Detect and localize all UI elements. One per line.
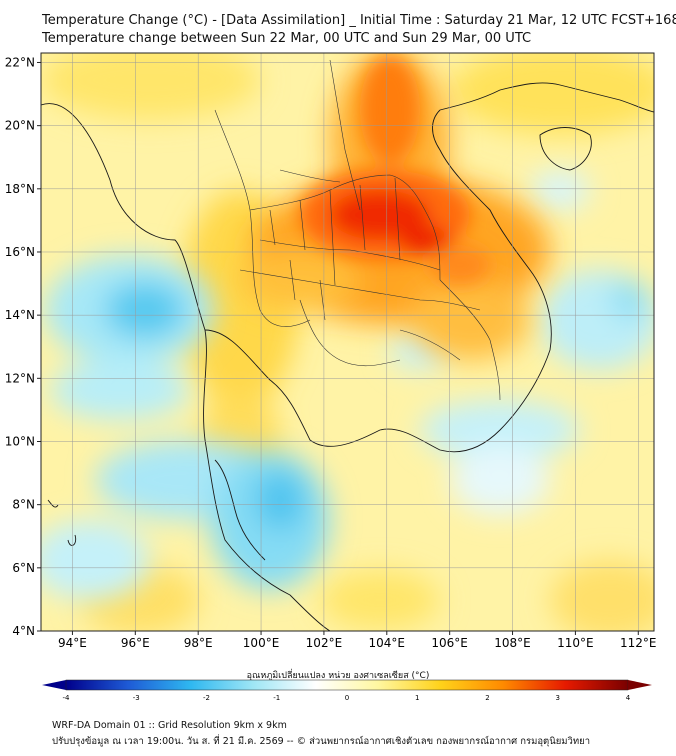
lat-tick-label: 16°N [5,245,35,259]
colorbar-max-arrow [628,680,652,690]
colorbar-tick-label: -2 [203,694,210,702]
map-title: Temperature Change (°C) - [Data Assimila… [42,13,676,28]
colorbar-tick-label: 0 [345,694,349,702]
colorbar-min-arrow [42,680,66,690]
lon-tick-label: 102°E [306,636,343,650]
colorbar-tick-label: -4 [63,694,71,702]
colorbar-tick-label: 2 [485,694,489,702]
lon-tick-label: 100°E [243,636,280,650]
temperature-map: 94°E 96°E 98°E 100°E 102°E 104°E 106°E 108°E 110… [5,52,657,650]
lon-tick-label: 94°E [58,636,87,650]
lon-tick-label: 104°E [369,636,406,650]
lon-tick-label: 110°E [557,636,594,650]
map-canvas: 94°E 96°E 98°E 100°E 102°E 104°E 106°E 108°E 110… [5,52,657,650]
colorbar-tick-label: -1 [273,694,280,702]
footer-credit: ปรับปรุงข้อมูล ณ เวลา 19:00น. วัน ส. ที่… [52,736,591,747]
colorbar-tick-label: 4 [626,694,631,702]
colorbar-title: อุณหภูมิเปลี่ยนแปลง หน่วย องศาเซลเซียส (… [246,671,430,681]
latitude-tick-labels: 4°N 6°N 8°N 10°N 12°N 14°N 16°N 18°N 20°N 22°N [5,55,41,638]
footer-model-info: WRF-DA Domain 01 :: Grid Resolution 9km … [52,720,287,731]
lon-tick-label: 112°E [620,636,657,650]
lon-tick-label: 98°E [184,636,213,650]
lon-tick-label: 106°E [431,636,468,650]
colorbar-tick-label: 1 [415,694,419,702]
lat-tick-label: 4°N [12,624,35,638]
colorbar-canvas: -4 -3 -2 -1 0 1 2 3 4 [42,679,652,702]
colorbar-tick-label: -3 [133,694,140,702]
lat-tick-label: 8°N [12,498,35,512]
colorbar-ticks: -4 -3 -2 -1 0 1 2 3 4 [63,694,631,702]
lat-tick-label: 10°N [5,434,35,448]
lat-tick-label: 22°N [5,55,35,69]
lat-tick-label: 6°N [12,561,35,575]
coastlines [41,82,654,631]
colorbar-bar [65,679,629,691]
lon-tick-label: 96°E [121,636,150,650]
longitude-tick-labels: 94°E 96°E 98°E 100°E 102°E 104°E 106°E 108°E 110… [58,631,657,650]
gridlines [41,53,654,632]
lon-tick-label: 108°E [494,636,531,650]
lat-tick-label: 18°N [5,182,35,196]
lat-tick-label: 20°N [5,119,35,133]
lat-tick-label: 14°N [5,308,35,322]
colorbar-tick-label: 3 [556,694,560,702]
admin-borders [214,59,501,401]
colorbar: -4 -3 -2 -1 0 1 2 3 4 [0,676,676,716]
map-subtitle: Temperature change between Sun 22 Mar, 0… [42,31,532,46]
temperature-field [41,53,654,631]
lat-tick-label: 12°N [5,371,35,385]
map-frame [40,52,655,632]
